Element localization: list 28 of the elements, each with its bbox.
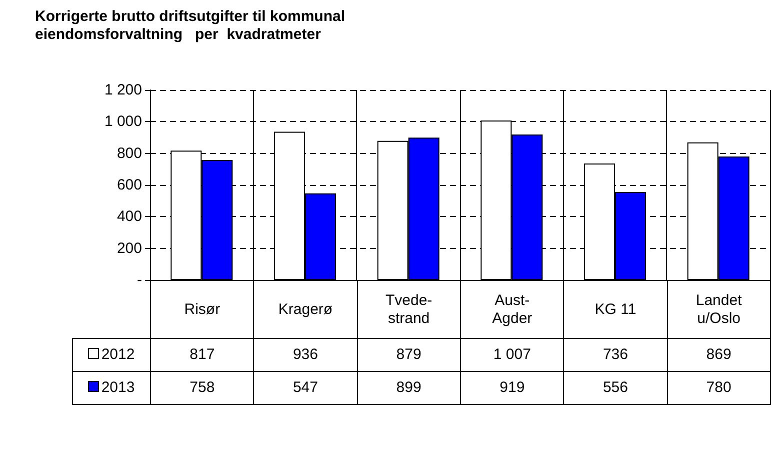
y-tick-label: 600 bbox=[116, 176, 142, 194]
data-label: 780 bbox=[666, 371, 771, 405]
data-label: 817 bbox=[150, 338, 254, 372]
x-tick-label: Tvede- strand bbox=[356, 280, 461, 339]
x-tick-label: Risør bbox=[150, 280, 254, 339]
data-label: 869 bbox=[666, 338, 771, 372]
data-label: 556 bbox=[563, 371, 668, 405]
data-label: 1 007 bbox=[460, 338, 564, 372]
data-label: 736 bbox=[563, 338, 668, 372]
x-tick-label: KG 11 bbox=[563, 280, 668, 339]
y-tick-label: - bbox=[137, 272, 142, 288]
data-label: 758 bbox=[150, 371, 254, 405]
y-tick-label: 800 bbox=[116, 144, 142, 162]
legend-label: 2013 bbox=[100, 379, 135, 397]
data-label: 919 bbox=[460, 371, 564, 405]
y-tick-label: 200 bbox=[116, 240, 142, 257]
data-label: 899 bbox=[356, 371, 461, 405]
x-tick-label: Aust- Agder bbox=[460, 280, 564, 339]
x-tick-label: Landet u/Oslo bbox=[666, 280, 771, 339]
data-label: 936 bbox=[253, 338, 358, 372]
chart-title: Korrigerte brutto driftsutgifter til kommunal eiendomsforvaltning per kvadratmeter bbox=[35, 8, 346, 44]
data-label: 547 bbox=[253, 371, 358, 405]
data-label: 879 bbox=[356, 338, 461, 372]
legend-label: 2012 bbox=[100, 346, 135, 364]
y-tick-label: 400 bbox=[116, 208, 142, 226]
x-tick-label: Kragerø bbox=[253, 280, 358, 339]
y-tick-label: 1 200 bbox=[104, 82, 142, 98]
y-tick-label: 1 000 bbox=[104, 113, 142, 130]
